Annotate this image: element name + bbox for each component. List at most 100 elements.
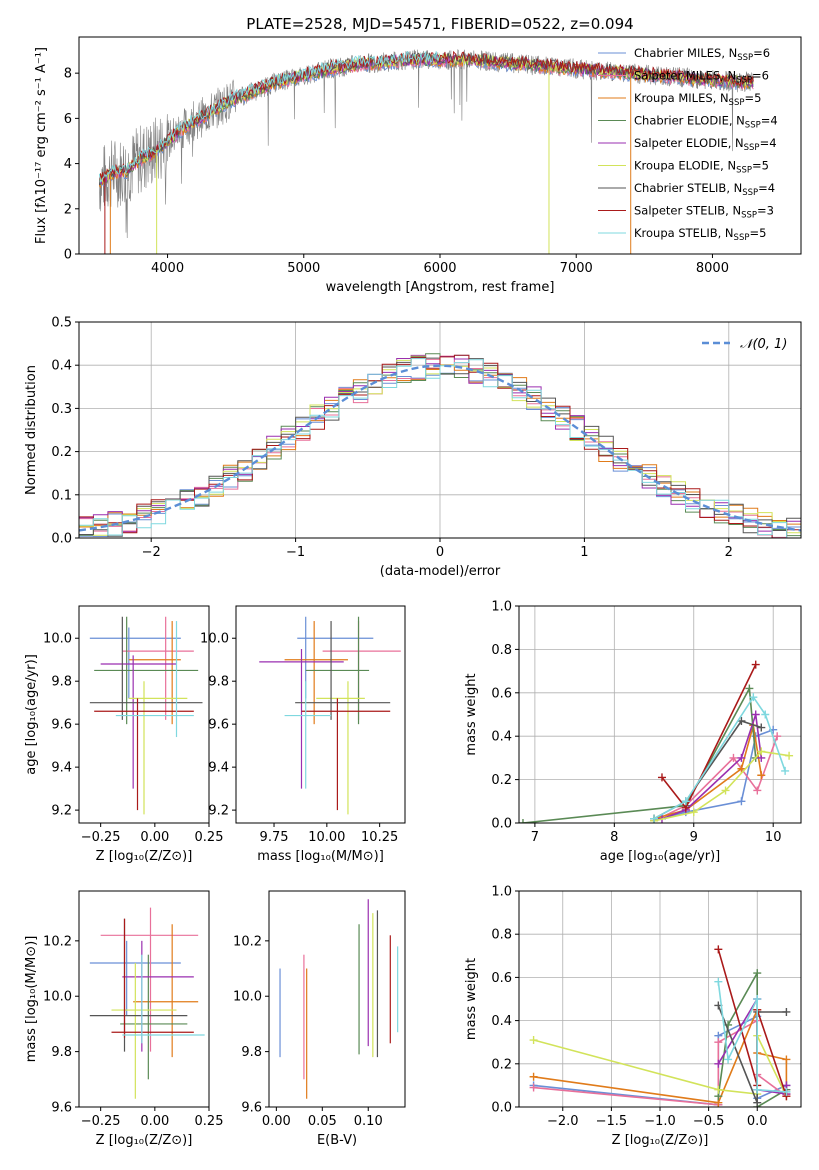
plot-area	[98, 49, 754, 254]
weight-marker	[529, 1036, 538, 1045]
legend-tail: =3	[757, 204, 774, 218]
weight-marker	[714, 1059, 723, 1068]
weight-marker	[753, 1098, 762, 1107]
legend-sub: SSP	[736, 166, 752, 176]
weight-marker	[721, 786, 730, 795]
panel-age_vs_mass: 9.75 10.00 10.25 9.2 9.4 9.6 9.8 10.0 mass [log₁…	[200, 605, 406, 864]
x-tick-label: 5000	[287, 261, 320, 276]
x-tick-label: 0.00	[262, 1114, 291, 1129]
model-spectrum-kroupa-stelib	[98, 50, 440, 183]
weight-marker	[714, 945, 723, 954]
plot-area	[259, 616, 401, 815]
weight-marker	[757, 771, 766, 780]
x-axis-label: wavelength [Angstrom, rest frame]	[326, 280, 555, 295]
panel-weight_vs_age: 7 8 9 10 0.0 0.2 0.4 0.6 0.8 1.0 age [log₁₀(age/yr…	[464, 600, 802, 864]
weight-marker	[650, 814, 659, 823]
gaussian-curve	[79, 364, 801, 532]
weight-marker	[714, 1085, 723, 1094]
axes-frame	[78, 36, 802, 255]
weight-marker	[749, 693, 758, 702]
y-tick-label: 2	[64, 202, 72, 217]
weight-marker	[745, 684, 754, 693]
weight-line-kroupa-miles	[653, 725, 763, 820]
y-tick-label: 9.6	[241, 1101, 262, 1116]
x-tick-label: 7	[531, 830, 539, 845]
y-tick-label: 4	[64, 157, 72, 172]
y-tick-label: 0.4	[491, 730, 512, 745]
y-tick-label: 9.8	[51, 675, 72, 690]
plot-area	[519, 660, 794, 823]
y-tick-label: 0.0	[491, 1101, 512, 1116]
x-axis-label: Z [log₁₀(Z/Z⊙)]	[612, 1133, 709, 1148]
plot-area	[529, 945, 791, 1107]
plot-area	[89, 616, 203, 815]
legend-sub: SSP	[736, 76, 752, 86]
legend-name: Kroupa STELIB, N	[634, 226, 734, 240]
legend-tail: =4	[760, 136, 777, 150]
legend-entry: Kroupa STELIB, NSSP=5	[634, 226, 766, 243]
x-tick-label: −0.25	[81, 1114, 121, 1129]
y-tick-label: 0	[64, 248, 72, 263]
x-tick-label: 10.25	[361, 830, 398, 845]
y-tick-label: 0.6	[491, 686, 512, 701]
y-tick-label: 0.6	[491, 971, 512, 986]
y-tick-label: 0.0	[51, 532, 72, 547]
x-tick-label: 10	[765, 830, 782, 845]
y-axis-label: age [log₁₀(age/yr)]	[24, 654, 39, 775]
weight-marker	[782, 1007, 791, 1016]
legend-tail: =5	[749, 226, 766, 240]
axes-frame	[518, 605, 802, 824]
weight-marker	[751, 660, 760, 669]
x-tick-label: −1.5	[596, 1114, 628, 1129]
legend-sub: SSP	[737, 53, 753, 63]
axes-frame	[78, 321, 802, 539]
legend-sub: SSP	[741, 211, 757, 221]
y-tick-label: 9.6	[51, 718, 72, 733]
y-axis-label: mass weight	[464, 673, 479, 755]
legend-name: Salpeter ELODIE, N	[634, 136, 744, 150]
legend-sub: SSP	[742, 188, 758, 198]
legend-tail: =6	[753, 46, 770, 60]
y-axis-label: Flux [fλ10⁻¹⁷ erg cm⁻² s⁻¹ A⁻¹]	[34, 47, 49, 244]
legend-tail: =5	[752, 159, 769, 173]
weight-marker	[785, 751, 794, 760]
y-tick-label: 0.1	[51, 488, 72, 503]
legend-name: Salpeter MILES, N	[634, 69, 736, 83]
axes-frame	[518, 890, 802, 1108]
x-tick-label: 0.00	[140, 1114, 169, 1129]
panel-age_vs_Z: −0.25 0.00 0.25 9.2 9.4 9.6 9.8 10.0 Z [log₁₀(Z/…	[24, 605, 223, 864]
x-tick-label: −0.25	[81, 830, 121, 845]
weight-marker	[753, 969, 762, 978]
y-tick-label: 9.8	[51, 1045, 72, 1060]
y-tick-label: 10.0	[200, 632, 229, 647]
x-tick-label: 4000	[151, 261, 184, 276]
legend-tail: =4	[758, 181, 775, 195]
figure-title: PLATE=2528, MJD=54571, FIBERID=0522, z=0…	[246, 15, 633, 33]
legend-entry: Salpeter MILES, NSSP=6	[634, 69, 769, 86]
legend-entry: 𝒩(0, 1)	[740, 337, 787, 352]
y-axis-label: mass weight	[464, 958, 479, 1040]
weight-marker	[689, 808, 698, 817]
weight-marker	[529, 1072, 538, 1081]
y-tick-label: 10.0	[43, 632, 72, 647]
x-tick-label: 9	[690, 830, 698, 845]
legend-entry: Salpeter STELIB, NSSP=3	[634, 204, 774, 221]
plot-area	[279, 899, 399, 1099]
y-tick-label: 9.4	[208, 761, 229, 776]
x-tick-label: 0.00	[140, 830, 169, 845]
weight-marker	[737, 753, 746, 762]
x-tick-label: 0	[436, 545, 444, 560]
legend-entry: Chabrier STELIB, NSSP=4	[634, 181, 775, 198]
legend-entry: Chabrier MILES, NSSP=6	[634, 46, 770, 63]
y-tick-label: 0.2	[491, 1057, 512, 1072]
y-axis-label: Normed distribution	[24, 365, 39, 495]
y-tick-label: 10.0	[43, 990, 72, 1005]
x-tick-label: 8	[610, 830, 618, 845]
y-tick-label: 9.4	[51, 761, 72, 776]
legend-tail: =5	[744, 91, 761, 105]
weight-line-chabrier-elodie	[717, 970, 787, 1107]
y-tick-label: 9.6	[51, 1101, 72, 1116]
y-tick-label: 0.8	[491, 928, 512, 943]
x-tick-label: −0.5	[693, 1114, 725, 1129]
